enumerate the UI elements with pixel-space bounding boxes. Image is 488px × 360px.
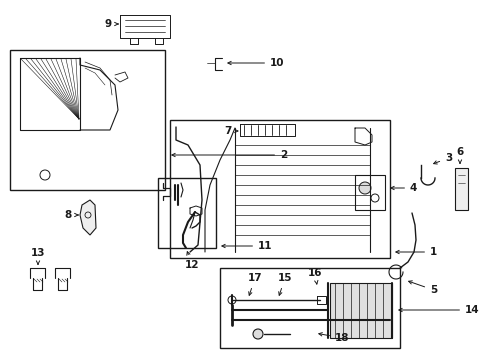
Circle shape (252, 329, 263, 339)
Bar (329, 283, 391, 338)
Text: 15: 15 (277, 273, 292, 295)
Polygon shape (80, 200, 96, 235)
Text: 6: 6 (455, 147, 463, 163)
Text: 17: 17 (247, 273, 262, 295)
Text: 10: 10 (227, 58, 284, 68)
Bar (170, 120, 389, 258)
Bar (10, 50, 164, 190)
Text: 1: 1 (395, 247, 436, 257)
Text: 2: 2 (171, 150, 286, 160)
Text: 11: 11 (222, 241, 272, 251)
Text: 16: 16 (307, 268, 322, 284)
Bar (158, 178, 216, 248)
Text: 8: 8 (64, 210, 78, 220)
Text: 18: 18 (318, 333, 349, 343)
Text: 7: 7 (224, 126, 238, 136)
Bar (220, 268, 399, 348)
Bar (354, 175, 384, 210)
Text: 9: 9 (104, 19, 118, 29)
Text: 13: 13 (31, 248, 45, 264)
Text: 5: 5 (408, 281, 436, 295)
Text: 4: 4 (390, 183, 417, 193)
Circle shape (358, 182, 370, 194)
Bar (454, 168, 467, 210)
Text: 14: 14 (398, 305, 479, 315)
Text: 12: 12 (184, 252, 199, 270)
Text: 3: 3 (433, 153, 451, 164)
